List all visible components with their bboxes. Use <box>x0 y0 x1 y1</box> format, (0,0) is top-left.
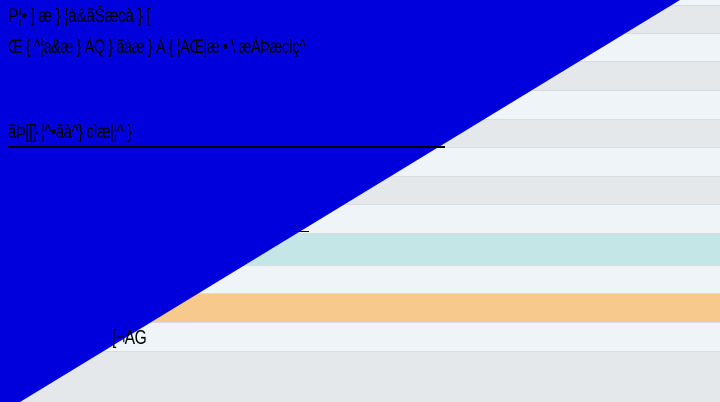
garbled-text-line-1: P¦• ] æ } ¦à&ãŠæcà } [ <box>8 6 151 27</box>
garbled-text-line-2: Œ { ^¦à&æ } ÀQ } ãàæ } À { ¦ÀŒ|æ • \ æÁÞ… <box>8 37 306 58</box>
list-row-highlighted[interactable] <box>0 234 720 266</box>
list-row[interactable] <box>0 266 720 294</box>
list-row[interactable] <box>0 62 720 91</box>
list-row[interactable] <box>0 205 720 234</box>
list-row[interactable] <box>0 148 720 177</box>
garbled-link-text[interactable]: ãÞ[[} ¦^•ãà^} cìæ|¦^ } <box>8 122 132 143</box>
list-row[interactable] <box>0 323 720 352</box>
list-row[interactable] <box>0 91 720 120</box>
list-row[interactable] <box>0 177 720 205</box>
divider-mark <box>293 231 309 232</box>
list-row-highlighted[interactable] <box>0 294 720 323</box>
garbled-text-line-4: [¬AG <box>112 327 147 349</box>
link-underline <box>8 146 445 148</box>
list-row[interactable] <box>0 352 720 402</box>
